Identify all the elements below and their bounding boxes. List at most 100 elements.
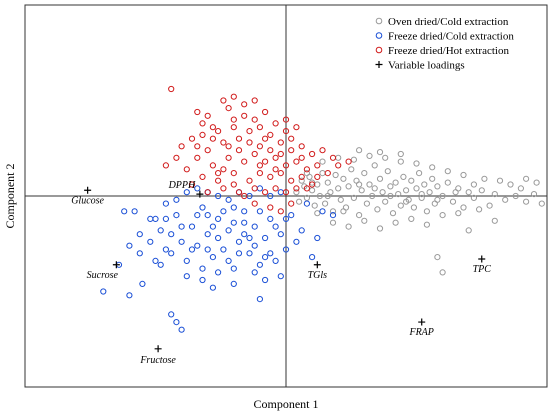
loading-marker-dpph — [196, 190, 204, 198]
series-2-point-36 — [178, 223, 185, 230]
series-3-point-27 — [262, 158, 269, 165]
series-2-point-18 — [209, 254, 216, 261]
series-1-point-35 — [382, 198, 389, 205]
series-3-point-39 — [267, 173, 274, 180]
series-1-point-81 — [329, 219, 337, 226]
series-1-point-13 — [324, 179, 331, 186]
series-2-point-69 — [256, 208, 263, 215]
series-3-point-29 — [282, 162, 290, 169]
series-2-point-66 — [209, 223, 216, 230]
series-2-point-93 — [303, 200, 310, 207]
loading-label-frap: FRAP — [408, 327, 433, 338]
series-2-point-6 — [139, 280, 146, 287]
series-3-point-64 — [277, 150, 284, 158]
series-2-point-31 — [277, 231, 284, 238]
series-2-point-79 — [298, 227, 305, 234]
series-2-point-85 — [162, 215, 169, 222]
series-1-point-34 — [379, 189, 386, 196]
series-2-point-19 — [215, 215, 222, 222]
series-2-point-24 — [241, 208, 248, 215]
series-3-point-4 — [225, 105, 232, 112]
series-3-point-19 — [309, 150, 316, 158]
series-2-point-68 — [241, 219, 248, 226]
series-2-point-12 — [178, 238, 185, 245]
series-2-point-45 — [262, 254, 269, 261]
series-2-point-62 — [199, 276, 206, 284]
series-3-point-66 — [298, 154, 305, 161]
series-3-point-15 — [267, 131, 274, 138]
series-2-point-54 — [225, 196, 232, 203]
series-1-point-55 — [434, 183, 441, 190]
series-2-point-25 — [246, 250, 253, 257]
series-1-point-74 — [366, 152, 373, 159]
series-1-point-69 — [530, 191, 538, 198]
series-1-point-37 — [387, 183, 394, 190]
series-1-point-41 — [397, 202, 404, 209]
series-3-point-75 — [262, 135, 269, 142]
series-3-point-60 — [235, 147, 243, 154]
series-3-point-2 — [194, 108, 201, 116]
series-2-point-78 — [309, 254, 316, 261]
series-3-point-59 — [225, 143, 232, 150]
series-3-point-73 — [241, 101, 248, 108]
series-2-point-82 — [235, 250, 243, 257]
legend-label-1: Oven dried/Cold extraction — [388, 16, 509, 28]
series-3-point-18 — [298, 143, 305, 150]
series-1-point-63 — [478, 187, 485, 194]
series-1-point-108 — [397, 150, 404, 158]
series-3-point-40 — [277, 170, 284, 177]
series-3-point-36 — [230, 170, 237, 177]
series-2-point-88 — [246, 234, 253, 242]
series-2-point-84 — [194, 212, 201, 219]
loading-marker-frap — [418, 318, 426, 326]
series-3-point-86 — [314, 173, 321, 180]
series-3-point-71 — [220, 97, 227, 104]
series-2-point-94 — [262, 276, 269, 284]
y-axis-title: Component 2 — [3, 164, 17, 229]
series-3-point-21 — [329, 154, 337, 161]
series-2-point-49 — [173, 196, 180, 203]
loading-marker-glucose — [84, 186, 92, 194]
series-1-point-76 — [397, 158, 404, 165]
series-2-point-23 — [235, 238, 243, 245]
series-3-point-70 — [162, 162, 169, 169]
series-2-point-50 — [183, 189, 190, 196]
series-3-point-32 — [314, 162, 321, 169]
series-1-point-17 — [335, 185, 342, 192]
series-1-point-33 — [376, 175, 384, 182]
series-3-point-55 — [262, 108, 269, 116]
series-3-point-10 — [204, 147, 211, 154]
series-2-point-71 — [173, 319, 180, 326]
legend-marker-1 — [375, 17, 383, 25]
series-2-point-27 — [256, 261, 263, 268]
series-1-point-106 — [303, 170, 310, 177]
series-1-point-112 — [439, 269, 446, 276]
series-3-point-90 — [199, 120, 206, 127]
series-1-point-87 — [423, 221, 430, 228]
series-2-point-33 — [288, 212, 295, 219]
series-3-point-67 — [209, 135, 216, 142]
legend-label-3: Freeze dried/Hot extraction — [388, 45, 509, 57]
series-1-point-62 — [470, 194, 477, 201]
series-1-point-32 — [374, 206, 381, 213]
series-1-point-5 — [303, 194, 310, 201]
series-2-point-41 — [225, 257, 232, 264]
series-1-point-28 — [363, 200, 370, 207]
series-2-point-9 — [162, 246, 169, 253]
series-3-point-43 — [309, 181, 316, 188]
series-1-point-64 — [486, 202, 493, 209]
series-1-point-98 — [418, 191, 425, 198]
series-1-point-105 — [309, 179, 316, 186]
series-2-point-44 — [251, 242, 258, 249]
loading-marker-sucrose — [112, 261, 120, 269]
series-3-point-81 — [288, 200, 295, 207]
series-1-point-36 — [384, 168, 391, 175]
series-3-point-51 — [293, 185, 300, 192]
series-1-point-15 — [329, 208, 337, 215]
series-3-point-41 — [288, 177, 295, 184]
series-2-point-5 — [152, 257, 159, 264]
series-1-point-111 — [434, 254, 441, 261]
series-1-point-66 — [502, 196, 509, 203]
series-3-point-9 — [178, 143, 185, 150]
